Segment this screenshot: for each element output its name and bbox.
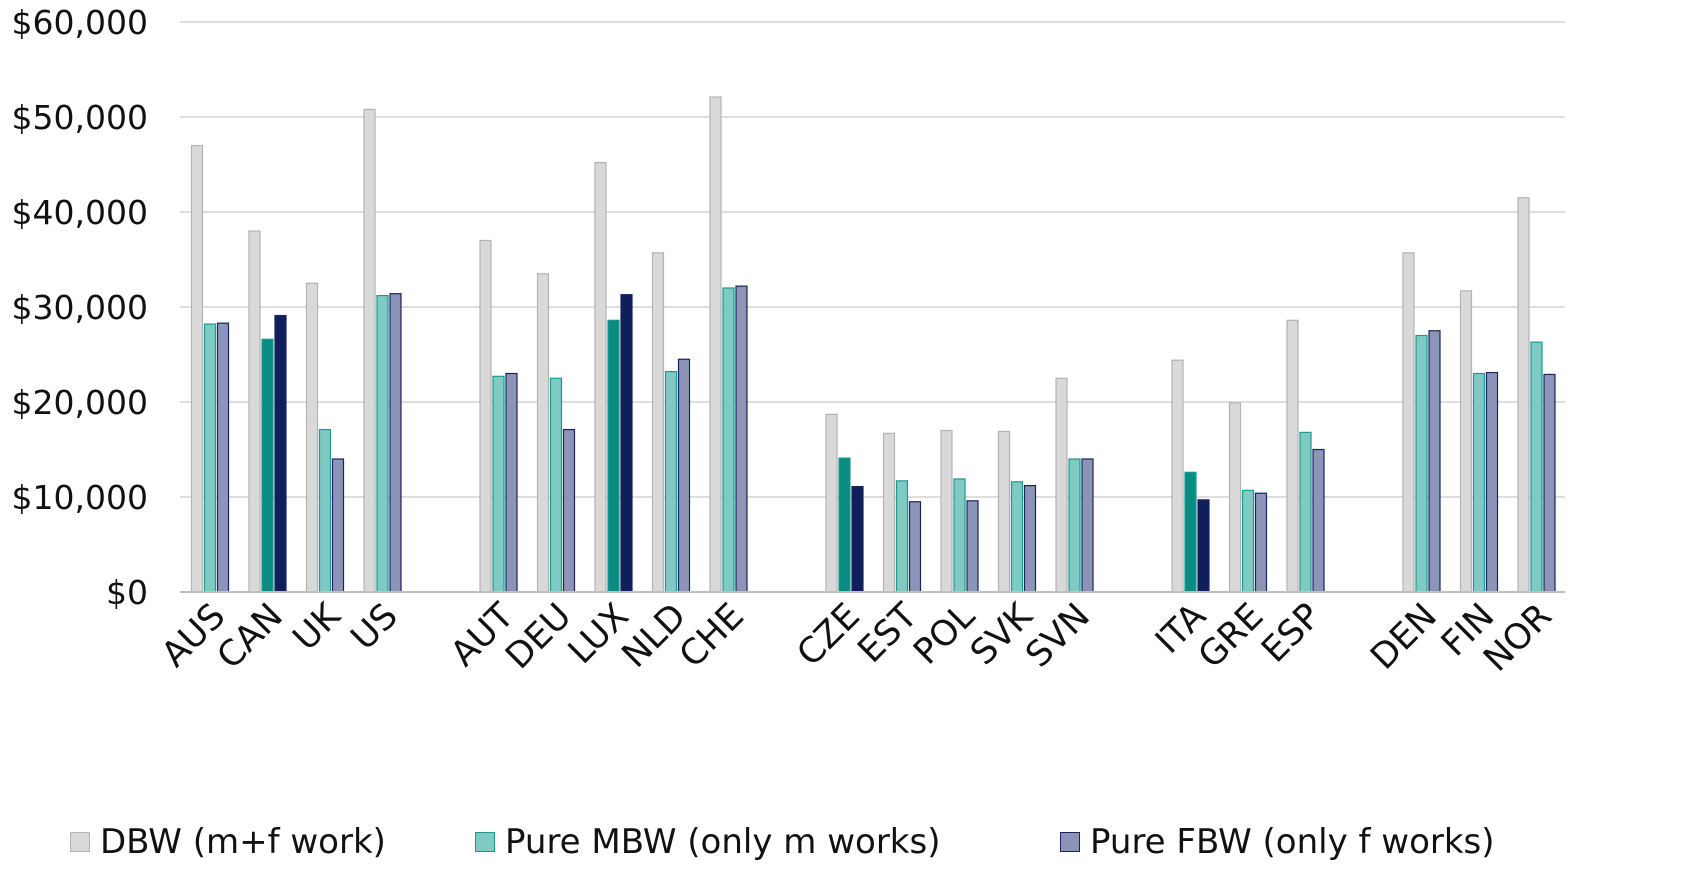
bar-dbw-svk	[997, 430, 1011, 593]
bar-mbw-aut	[492, 375, 505, 593]
bar-mbw-esp	[1299, 431, 1312, 593]
x-tick-label: CZE	[790, 596, 868, 674]
y-tick-label: $10,000	[12, 478, 148, 517]
x-tick-label: DEN	[1363, 596, 1444, 677]
bar-fbw-svn	[1081, 458, 1094, 593]
x-tick-label: NOR	[1476, 596, 1559, 679]
bar-fbw-che	[735, 285, 748, 593]
legend-swatch-mbw	[475, 832, 495, 852]
gridlines	[180, 21, 1565, 498]
x-tick-label: UK	[286, 595, 349, 658]
bar-mbw-den	[1415, 334, 1428, 593]
bar-fbw-pol	[966, 500, 979, 593]
bar-fbw-cze	[851, 485, 864, 593]
x-tick-label: LUX	[561, 596, 637, 672]
bar-fbw-uk	[331, 458, 345, 593]
bar-fbw-aut	[505, 372, 518, 593]
legend-item-mbw: Pure MBW (only m works)	[475, 822, 940, 862]
bar-mbw-est	[895, 480, 909, 593]
y-axis-ticks: $0 $10,000 $20,000 $30,000 $40,000 $50,000 $60…	[12, 3, 148, 612]
bar-chart: $0 $10,000 $20,000 $30,000 $40,000 $50,000 $60…	[12, 3, 1565, 680]
legend-label-fbw: Pure FBW (only f works)	[1090, 822, 1495, 862]
bar-mbw-ita	[1184, 471, 1197, 593]
bar-fbw-us	[389, 293, 402, 593]
legend-swatch-dbw	[70, 832, 90, 852]
bar-dbw-ita	[1171, 359, 1184, 593]
x-tick-label: AUS	[154, 596, 233, 675]
x-tick-label: CHE	[672, 596, 752, 676]
bar-mbw-uk	[318, 428, 332, 593]
bar-dbw-aus	[190, 144, 204, 593]
bar-mbw-che	[722, 287, 735, 593]
bar-fbw-can	[274, 314, 287, 593]
y-tick-label: $40,000	[12, 193, 148, 232]
bar-fbw-lux	[620, 294, 633, 593]
bar-mbw-deu	[549, 377, 563, 593]
y-tick-label: $50,000	[12, 98, 148, 137]
bar-fbw-den	[1428, 330, 1441, 593]
legend: DBW (m+f work) Pure MBW (only m works) P…	[0, 822, 1698, 866]
bar-dbw-us	[363, 108, 376, 593]
bar-dbw-aut	[479, 239, 492, 593]
bar-dbw-cze	[825, 413, 838, 593]
bar-fbw-nor	[1543, 373, 1556, 593]
bar-fbw-aus	[216, 322, 230, 593]
x-tick-label: SVK	[963, 595, 1041, 673]
bar-mbw-aus	[203, 323, 217, 593]
x-tick-label: US	[344, 596, 406, 658]
bar-fbw-fin	[1485, 371, 1499, 593]
bar-dbw-nld	[651, 252, 665, 593]
x-tick-label: ESP	[1254, 596, 1329, 671]
bar-dbw-den	[1402, 252, 1415, 593]
bar-mbw-svk	[1010, 481, 1024, 593]
bar-dbw-fin	[1459, 290, 1473, 593]
bar-dbw-est	[882, 432, 896, 593]
legend-label-mbw: Pure MBW (only m works)	[505, 822, 941, 862]
legend-item-dbw: DBW (m+f work)	[70, 822, 386, 862]
legend-label-dbw: DBW (m+f work)	[100, 822, 386, 862]
bar-mbw-pol	[953, 478, 966, 593]
bar-dbw-lux	[594, 162, 607, 593]
bar-dbw-svn	[1055, 377, 1068, 593]
bar-mbw-svn	[1068, 458, 1081, 593]
x-tick-label: AUT	[443, 596, 522, 675]
legend-item-fbw: Pure FBW (only f works)	[1060, 822, 1495, 862]
bar-fbw-ita	[1197, 499, 1210, 593]
bar-mbw-nor	[1530, 341, 1543, 593]
x-tick-label: POL	[906, 596, 983, 673]
y-tick-label: $0	[106, 573, 148, 612]
bar-fbw-gre	[1254, 492, 1268, 593]
bar-mbw-cze	[838, 457, 851, 593]
bar-fbw-nld	[677, 358, 691, 593]
x-tick-label: SVN	[1018, 596, 1097, 675]
legend-swatch-fbw	[1060, 832, 1080, 852]
bar-dbw-pol	[940, 429, 953, 593]
bar-mbw-lux	[607, 319, 620, 593]
bar-fbw-esp	[1312, 448, 1325, 593]
bar-mbw-nld	[664, 371, 678, 593]
bar-mbw-fin	[1472, 372, 1486, 593]
y-tick-label: $60,000	[12, 3, 148, 42]
bar-dbw-can	[248, 230, 261, 593]
bar-dbw-nor	[1517, 197, 1530, 593]
bar-mbw-us	[376, 295, 389, 593]
bar-fbw-est	[908, 501, 922, 593]
bar-dbw-gre	[1228, 402, 1242, 593]
y-tick-label: $30,000	[12, 288, 148, 327]
bar-fbw-svk	[1023, 485, 1037, 593]
bar-dbw-deu	[536, 273, 550, 593]
bar-fbw-deu	[562, 428, 576, 593]
bar-dbw-uk	[305, 282, 319, 593]
bar-dbw-che	[709, 96, 722, 593]
bars	[190, 96, 1556, 593]
bar-mbw-can	[261, 338, 274, 593]
x-tick-label: EST	[851, 596, 926, 671]
x-tick-label: CAN	[210, 596, 291, 677]
bar-dbw-esp	[1286, 319, 1299, 593]
bar-mbw-gre	[1241, 489, 1255, 593]
y-tick-label: $20,000	[12, 383, 148, 422]
